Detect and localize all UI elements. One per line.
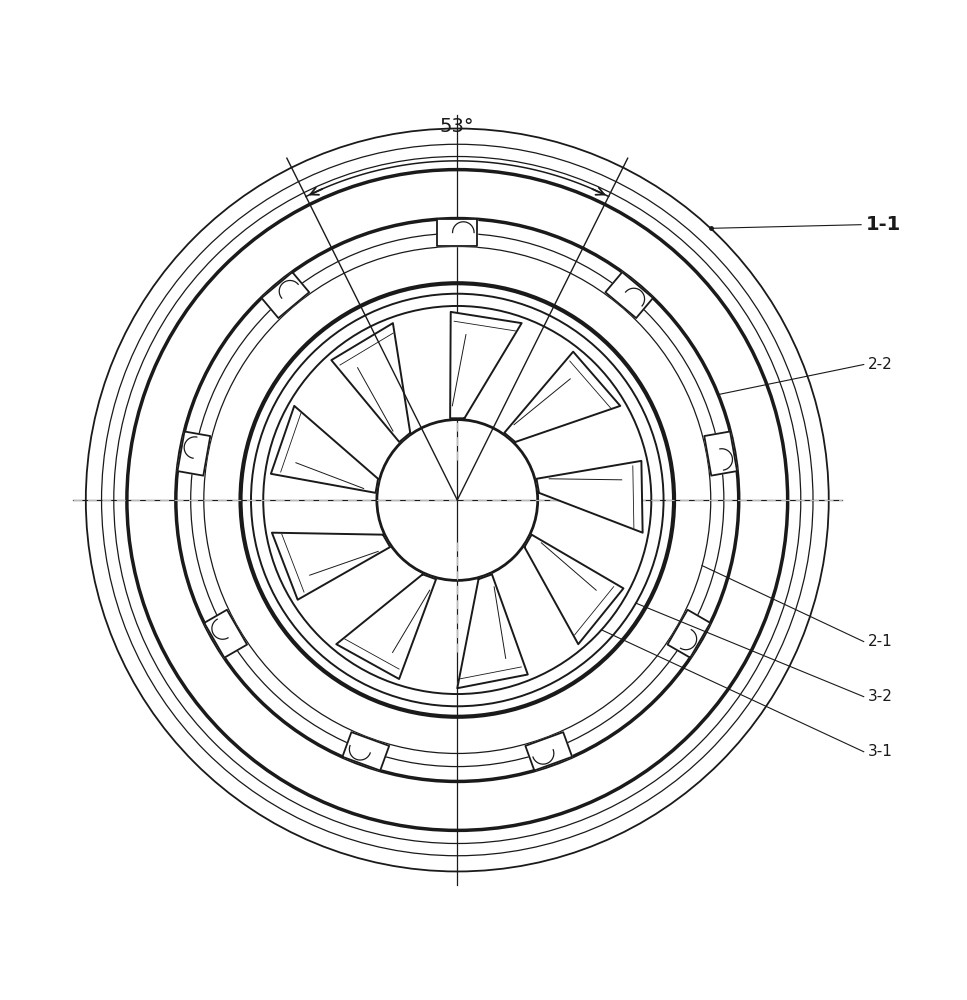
Text: 3-2: 3-2 xyxy=(868,689,893,704)
Polygon shape xyxy=(337,574,436,679)
Polygon shape xyxy=(332,323,410,442)
Text: 3-1: 3-1 xyxy=(868,744,893,759)
Polygon shape xyxy=(457,574,528,688)
Polygon shape xyxy=(272,533,390,600)
Polygon shape xyxy=(178,431,210,476)
Polygon shape xyxy=(271,406,378,493)
Text: 53°: 53° xyxy=(440,117,475,136)
Polygon shape xyxy=(261,272,309,318)
Polygon shape xyxy=(524,535,624,644)
Polygon shape xyxy=(525,732,572,771)
Text: 2-2: 2-2 xyxy=(868,357,893,372)
Polygon shape xyxy=(605,272,653,318)
Polygon shape xyxy=(204,610,247,658)
Text: 1-1: 1-1 xyxy=(865,215,900,234)
Polygon shape xyxy=(505,352,620,442)
Text: 2-1: 2-1 xyxy=(868,634,893,649)
Polygon shape xyxy=(667,610,711,658)
Polygon shape xyxy=(437,219,478,246)
Polygon shape xyxy=(704,431,737,476)
Polygon shape xyxy=(342,732,389,771)
Polygon shape xyxy=(450,312,521,418)
Polygon shape xyxy=(537,461,643,533)
